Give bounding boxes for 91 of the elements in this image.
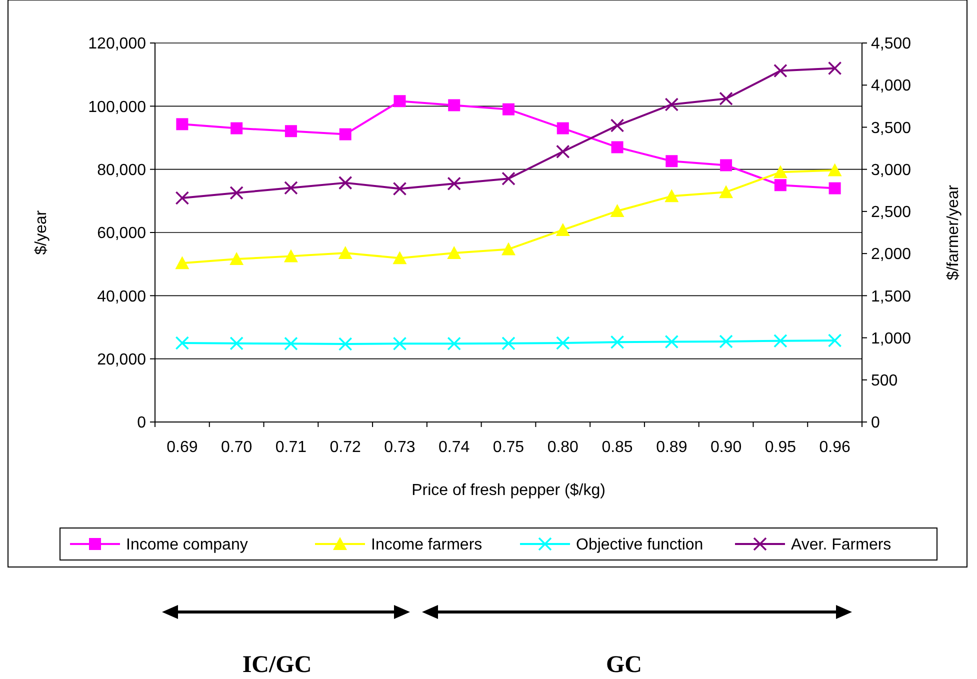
point (502, 242, 516, 256)
point (175, 256, 190, 270)
point (230, 122, 243, 134)
y-tick-label: 120,000 (88, 36, 146, 53)
point (447, 176, 462, 191)
point (284, 180, 298, 195)
point (392, 182, 407, 196)
y2-axis-title: $/farmer/year (945, 184, 962, 280)
y-axis-title: $/year (33, 210, 50, 255)
point (175, 336, 190, 350)
point (339, 128, 352, 140)
point (664, 98, 679, 112)
point (230, 336, 244, 350)
point (176, 118, 188, 130)
y2-tick-label: 2,500 (871, 204, 912, 222)
legend-label: Income company (126, 536, 248, 554)
y2-tick-label: 4,000 (871, 78, 912, 95)
point (338, 176, 352, 190)
y2-tick-label: 1,500 (871, 288, 912, 306)
x-tick-label: 0.74 (438, 439, 470, 456)
point (556, 144, 570, 159)
text: GC (606, 652, 642, 678)
legend-label: Income farmers (371, 536, 482, 554)
point (774, 334, 788, 348)
x-tick-label: 0.90 (710, 439, 742, 456)
y2-tick-label: 3,000 (871, 162, 912, 179)
y2-tick-label: 0 (871, 414, 880, 432)
x-tick-label: 0.96 (819, 439, 850, 456)
x-tick-label: 0.89 (656, 439, 688, 456)
point (774, 64, 788, 78)
x-tick-label: 0.95 (764, 439, 796, 456)
point (175, 191, 190, 205)
y2-tick-label: 3,500 (871, 120, 912, 137)
text: IC/GC (242, 652, 312, 678)
point (610, 335, 624, 349)
y-tick-label: 20,000 (97, 351, 146, 368)
point (338, 337, 352, 351)
point (392, 336, 407, 351)
legend-label: Aver. Farmers (791, 536, 892, 554)
point (610, 204, 624, 218)
point (719, 185, 734, 198)
point (284, 336, 298, 351)
y2-tick-label: 1,000 (871, 330, 912, 348)
x-tick-label: 0.70 (221, 439, 252, 456)
point (447, 246, 462, 260)
point (556, 336, 570, 350)
y-tick-label: 80,000 (97, 162, 146, 179)
point (664, 189, 679, 202)
point (284, 125, 297, 138)
x-tick-label: 0.71 (275, 439, 307, 456)
point (230, 252, 244, 266)
x-tick-label: 0.75 (492, 439, 524, 456)
legend-label: Objective function (576, 536, 704, 554)
point (774, 179, 786, 192)
point (773, 165, 788, 178)
point (502, 172, 516, 186)
y2-tick-label: 500 (871, 372, 898, 390)
point (828, 182, 841, 194)
y-tick-label: 40,000 (97, 288, 146, 306)
point (502, 103, 514, 116)
point (447, 336, 462, 351)
point (394, 95, 406, 108)
point (828, 163, 842, 176)
y-tick-label: 60,000 (97, 225, 146, 242)
point (230, 186, 244, 200)
point (502, 336, 516, 350)
x-tick-label: 0.72 (330, 439, 362, 456)
x-tick-label: 0.85 (602, 439, 633, 456)
point (392, 251, 407, 264)
x-tick-label: 0.73 (384, 439, 416, 456)
point (664, 334, 679, 349)
point (719, 334, 733, 348)
point (338, 246, 352, 260)
y-tick-label: 0 (137, 414, 146, 432)
point (719, 92, 733, 106)
point (610, 118, 624, 132)
point (666, 155, 678, 168)
point (611, 141, 624, 154)
point (828, 61, 842, 76)
point (284, 249, 298, 262)
point (720, 159, 732, 172)
x-axis-title: Price of fresh pepper ($/kg) (412, 482, 606, 499)
point (828, 334, 842, 348)
x-tick-label: 0.69 (166, 439, 198, 456)
y2-tick-label: 2,000 (871, 246, 912, 264)
x-tick-label: 0.80 (547, 439, 579, 456)
point (448, 99, 460, 112)
y2-tick-label: 4,500 (871, 36, 912, 53)
point (556, 222, 570, 236)
y-tick-label: 100,000 (88, 98, 146, 116)
point (556, 122, 569, 134)
